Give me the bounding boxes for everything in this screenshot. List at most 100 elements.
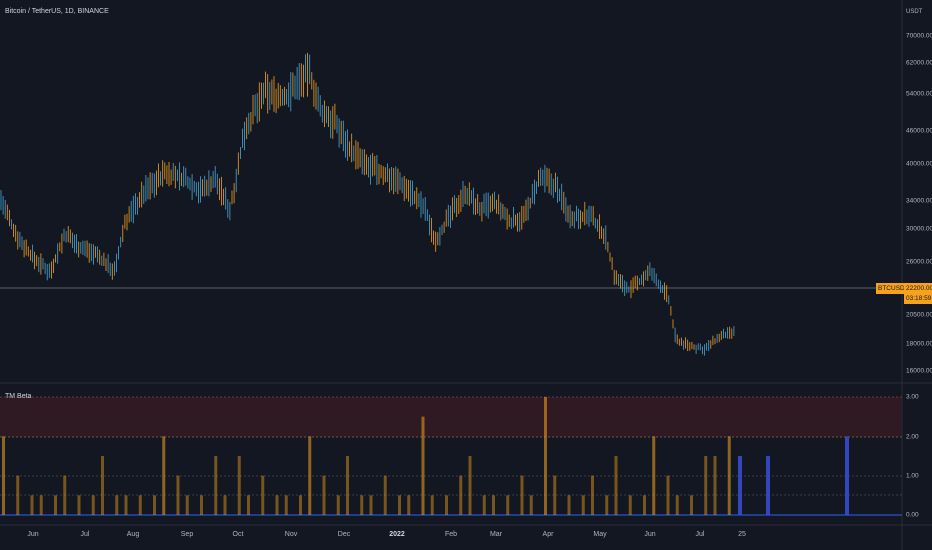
price-axis-label: 70000.00 (906, 32, 932, 40)
beta-bar (77, 495, 81, 515)
beta-bar (39, 495, 43, 515)
beta-bar (223, 495, 227, 515)
beta-bar (675, 495, 679, 515)
beta-bar (185, 495, 189, 515)
beta-bar (383, 475, 387, 515)
beta-bar (162, 436, 166, 515)
beta-bar (237, 456, 241, 515)
price-axis-label: 26000.00 (906, 258, 932, 266)
beta-bar (322, 475, 326, 515)
beta-bar (16, 475, 20, 515)
beta-bar (153, 495, 156, 515)
beta-axis-label: 3.00 (906, 393, 919, 401)
bar-countdown-tag: 03:18:59 (904, 293, 932, 304)
beta-bar (247, 495, 250, 515)
indicator-title[interactable]: TM Beta (5, 393, 32, 400)
time-axis-label: Oct (232, 531, 244, 538)
time-axis-label: 2022 (389, 531, 405, 538)
beta-bar (214, 456, 218, 515)
beta-bar (284, 495, 288, 515)
beta-bar-projected (766, 456, 770, 515)
beta-bar (652, 436, 656, 515)
beta-bar (200, 495, 203, 515)
beta-bar (591, 475, 594, 515)
beta-bar (628, 495, 632, 515)
price-axis-label: 34000.00 (906, 197, 932, 205)
beta-bar (398, 495, 401, 515)
beta-bar (520, 475, 524, 515)
beta-bar (529, 495, 533, 515)
beta-bar (492, 495, 495, 515)
price-axis-label: 54000.00 (906, 90, 932, 98)
beta-bar (308, 436, 312, 515)
time-axis-label: Dec (337, 531, 351, 538)
beta-bar-projected (845, 436, 849, 515)
beta-axis-label: 0.00 (906, 511, 919, 519)
beta-bar (459, 475, 463, 515)
beta-bar (2, 436, 5, 515)
price-series (0, 52, 735, 356)
beta-bar (704, 456, 708, 515)
beta-bar (690, 495, 693, 515)
time-axis-label: Feb (444, 531, 458, 538)
price-axis-label: 18000.00 (906, 340, 932, 348)
beta-bar (643, 495, 646, 515)
beta-bar (553, 475, 557, 515)
beta-series (2, 397, 849, 515)
beta-bar (421, 416, 425, 515)
beta-bar (407, 495, 411, 515)
beta-bar (468, 456, 472, 515)
symbol-price-tag: BTCUSDT (876, 283, 911, 294)
beta-bar (544, 397, 547, 515)
beta-bar (261, 475, 265, 515)
beta-bar (666, 475, 670, 515)
beta-bar (138, 495, 142, 515)
beta-bar (346, 456, 349, 515)
time-axis-label: Jul (695, 531, 705, 538)
beta-bar (581, 495, 585, 515)
beta-bar-projected (738, 456, 742, 515)
beta-bar (176, 475, 180, 515)
beta-bar (567, 495, 571, 515)
beta-bar (336, 495, 340, 515)
time-axis-label: Jun (644, 531, 656, 538)
price-axis-label: 20500.00 (906, 311, 932, 319)
price-axis-label: 62000.00 (906, 59, 932, 67)
chart-title: Bitcoin / TetherUS, 1D, BINANCE (5, 8, 109, 15)
beta-bar (124, 495, 128, 515)
beta-bar (30, 495, 34, 515)
beta-bar (54, 495, 57, 515)
beta-bar (115, 495, 119, 515)
currency-label: USDT (906, 9, 923, 15)
last-price-tag: 22200.00 (904, 283, 932, 294)
beta-bar (713, 456, 717, 515)
time-axis-label: Apr (542, 531, 554, 538)
price-axis-label: 16000.00 (906, 367, 932, 375)
time-axis-label: Sep (180, 531, 194, 538)
time-axis-label: Mar (489, 531, 503, 538)
beta-bar (91, 495, 95, 515)
time-axis-label: 25 (738, 531, 746, 538)
beta-bar (445, 495, 448, 515)
time-axis-label: Nov (284, 531, 298, 538)
beta-bar (605, 495, 609, 515)
time-axis-label: Jun (27, 531, 39, 538)
beta-bar (63, 475, 67, 515)
beta-bar (101, 456, 104, 515)
price-axis-label: 40000.00 (906, 160, 932, 168)
price-axis-label: 46000.00 (906, 127, 932, 135)
beta-bar (299, 495, 302, 515)
beta-bar (430, 495, 434, 515)
beta-bar (275, 495, 279, 515)
beta-bar (369, 495, 373, 515)
time-axis-label: May (593, 531, 607, 538)
time-axis-label: Aug (126, 531, 140, 538)
beta-bar (614, 456, 618, 515)
price-axis-label: 30000.00 (906, 225, 932, 233)
beta-axis-label: 1.00 (906, 472, 919, 480)
beta-high-zone (0, 397, 902, 437)
beta-axis-label: 2.00 (906, 433, 919, 441)
beta-bar (482, 495, 486, 515)
time-axis-label: Jul (80, 531, 90, 538)
